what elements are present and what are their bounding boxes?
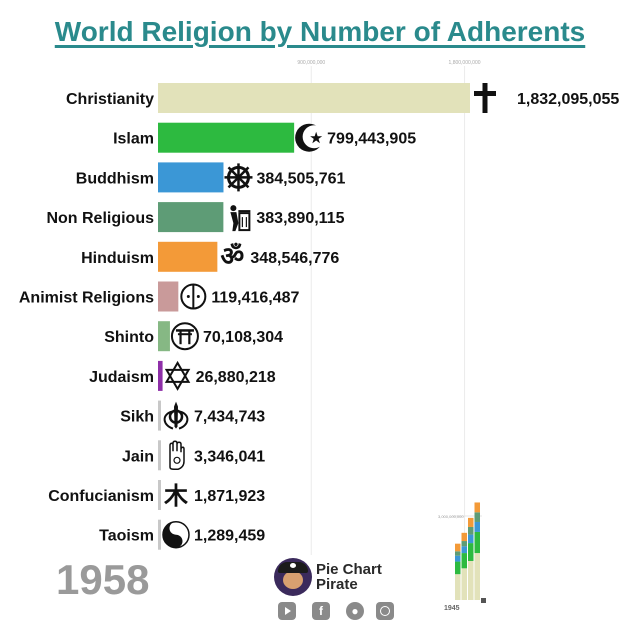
mini-stack-segment (461, 568, 467, 600)
chart-bars: Christianity 1,832,095,055 Islam 799,443,90… (19, 83, 619, 550)
category-label: Shinto (104, 329, 154, 346)
crescent-star-icon (295, 123, 326, 152)
mini-stack-segment (474, 553, 480, 600)
value-label: 1,832,095,055 (517, 91, 619, 108)
bar (158, 400, 161, 431)
year-label: 1958 (56, 556, 150, 603)
mini-stack-segment (468, 517, 474, 527)
facebook-icon[interactable]: f (312, 602, 330, 620)
mini-stack-segment (474, 512, 480, 522)
value-label: 1,289,459 (194, 528, 265, 545)
mini-stack-segment (468, 534, 474, 544)
confucian-symbol-icon (163, 482, 189, 510)
axis-tick-label: 900,000,000 (297, 60, 325, 66)
value-label: 26,880,218 (196, 369, 276, 386)
bar (158, 480, 161, 510)
category-label: Hinduism (81, 250, 154, 267)
jain-hand-icon (169, 440, 185, 471)
animist-circle-icon (180, 283, 207, 310)
mini-stack-segment (468, 543, 474, 561)
category-label: Confucianism (48, 488, 154, 505)
category-label: Taoism (99, 528, 154, 545)
category-label: Non Religious (46, 210, 154, 227)
mini-stack-segment (461, 541, 467, 547)
om-icon (220, 241, 245, 272)
star-of-david-icon (165, 361, 190, 390)
dharma-wheel-icon (222, 161, 254, 193)
value-label: 384,505,761 (256, 170, 345, 187)
bar (158, 519, 161, 550)
mini-stack-segment (455, 543, 461, 552)
mini-stack-segment (455, 551, 461, 556)
yin-yang-icon (162, 520, 190, 549)
youtube-icon[interactable] (278, 602, 296, 620)
mini-history-chart: 3,000,000,000 1945 (438, 502, 486, 612)
category-label: Sikh (120, 409, 154, 426)
bar (158, 440, 161, 471)
mini-stack-segment (468, 560, 474, 600)
mini-stack-segment (474, 502, 480, 513)
bar (158, 83, 470, 113)
value-label: 1,871,923 (194, 488, 265, 505)
page-title: World Religion by Number of Adherents (54, 16, 586, 47)
category-label: Animist Religions (19, 290, 154, 307)
category-label: Islam (113, 131, 154, 148)
bar (158, 241, 218, 272)
recycle-bin-icon (229, 204, 252, 233)
mini-stack-segment (474, 531, 480, 554)
latin-cross-icon (474, 83, 496, 113)
mini-stack-segment (474, 521, 480, 532)
mini-stack-segment (455, 555, 461, 562)
bar (158, 122, 295, 153)
mini-tick-label: 3,000,000,000 (438, 514, 464, 519)
category-label: Christianity (66, 91, 154, 108)
mini-stack-segment (461, 553, 467, 569)
pirate-logo-icon (274, 558, 312, 596)
value-label: 7,434,743 (194, 409, 265, 426)
mini-year-label: 1945 (444, 605, 460, 612)
bar (158, 321, 170, 352)
instagram-icon[interactable] (376, 602, 394, 620)
reddit-icon[interactable]: ● (346, 602, 364, 620)
value-label: 70,108,304 (203, 329, 283, 346)
value-label: 383,890,115 (256, 210, 344, 227)
bar (158, 162, 224, 193)
axis-tick-label: 1,800,000,000 (449, 60, 481, 66)
value-label: 3,346,041 (194, 448, 265, 465)
category-label: Judaism (89, 369, 154, 386)
bar (158, 281, 179, 312)
mini-marker (481, 598, 486, 603)
mini-stack-segment (455, 574, 461, 600)
brand-name: Pie Chart Pirate (316, 561, 382, 593)
mini-stack-segment (468, 526, 474, 535)
category-label: Jain (122, 448, 154, 465)
mini-stack-segment (461, 532, 467, 542)
bar (158, 202, 224, 233)
category-label: Buddhism (76, 170, 154, 187)
value-label: 348,546,776 (250, 250, 339, 267)
value-label: 799,443,905 (327, 131, 416, 148)
mini-stack-segment (461, 546, 467, 554)
brand: Pie Chart Pirate f ● (274, 558, 404, 628)
value-label: 119,416,487 (211, 290, 299, 307)
khanda-icon (163, 400, 189, 430)
bar (158, 360, 163, 391)
mini-stack-segment (455, 561, 461, 575)
torii-gate-icon (170, 322, 199, 351)
